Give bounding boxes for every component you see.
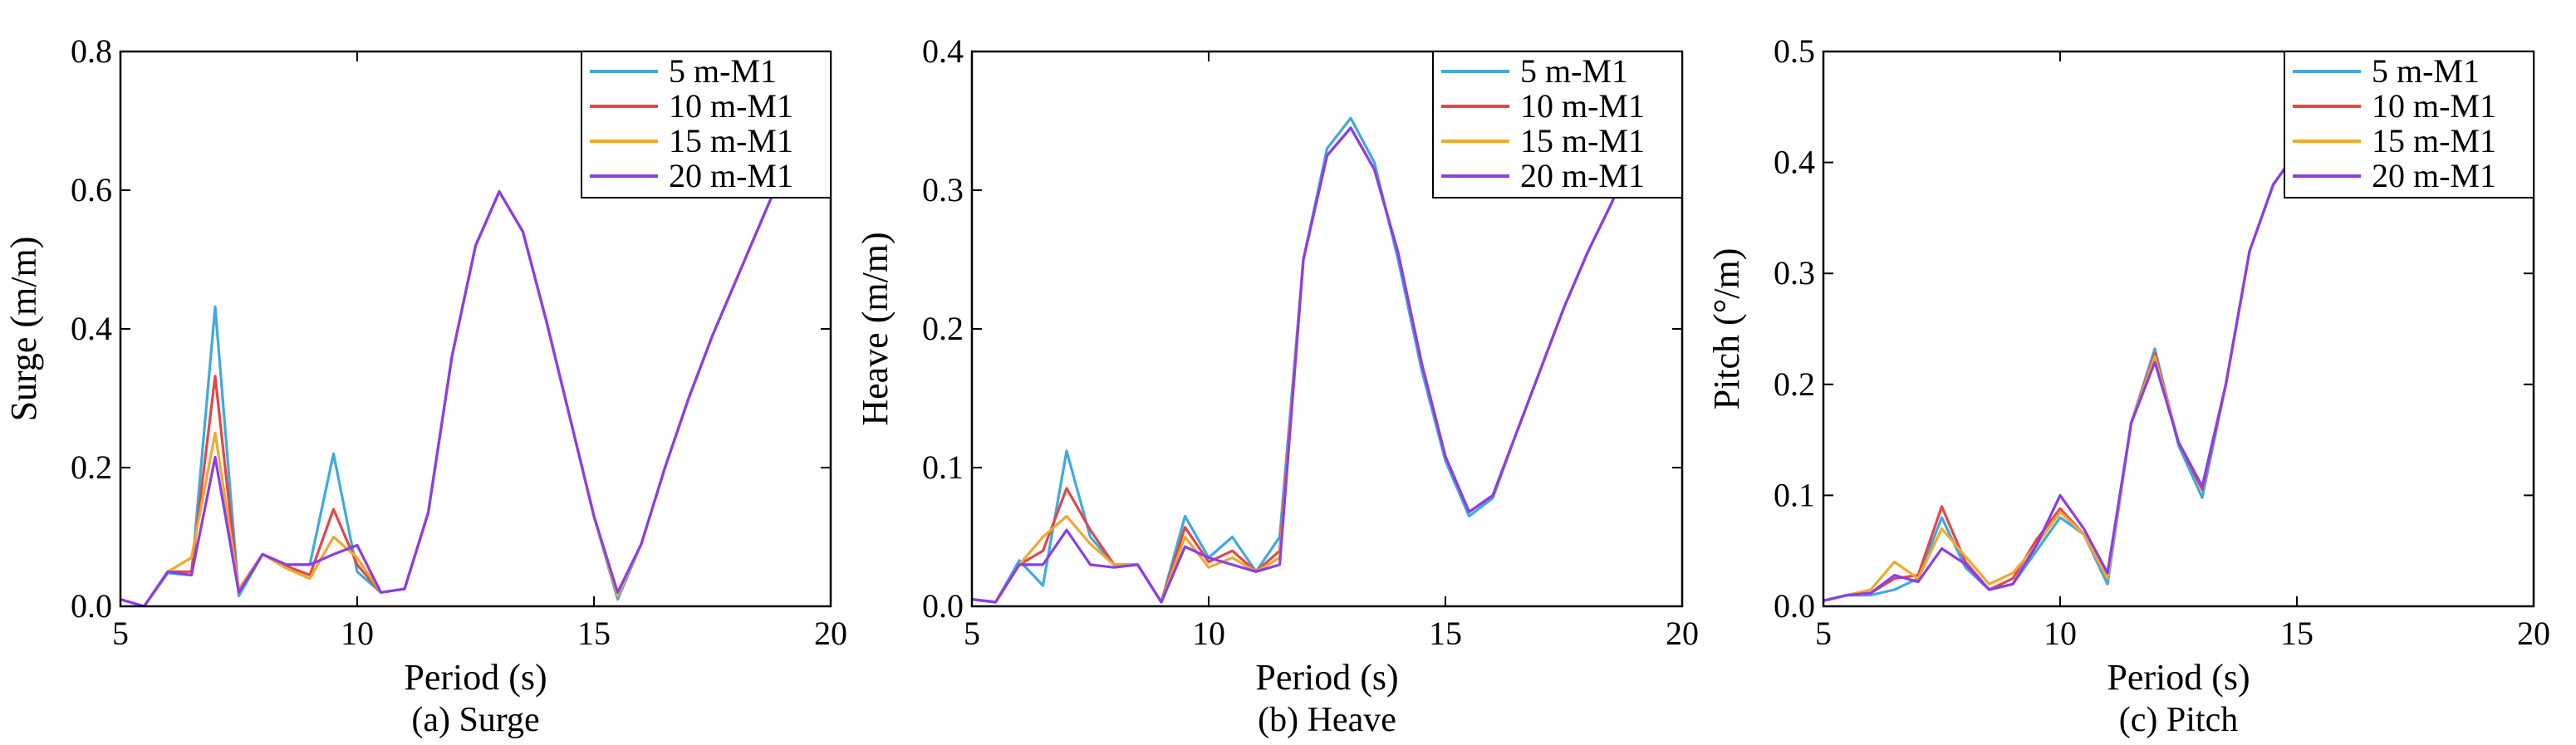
y-tick-label: 0.0: [922, 587, 964, 625]
legend-box: [1432, 51, 1683, 199]
legend-label-2: 10 m-M1: [1520, 87, 1645, 125]
x-tick-label: 10: [1192, 615, 1225, 652]
x-axis-label: Period (s): [2107, 657, 2250, 698]
y-tick-label: 0.5: [1774, 32, 1815, 70]
chart-panel-1: 0.0 0.2 0.4 0.6 0.8 5 10 15 20 Period (s) Surge (m…: [3, 32, 847, 739]
series-line-4: [120, 51, 831, 606]
x-tick-label: 10: [341, 615, 374, 652]
legend-label-4: 20 m-M1: [1520, 157, 1645, 194]
x-tick-label: 20: [814, 615, 847, 652]
legend-label-3: 15 m-M1: [2372, 122, 2496, 159]
panel-caption: (a) Surge: [411, 701, 539, 739]
legend-box: [581, 51, 832, 199]
y-tick-label: 0.2: [1774, 365, 1815, 403]
y-tick-label: 0.2: [922, 310, 964, 347]
y-tick-label: 0.6: [71, 171, 112, 208]
legend-label-1: 5 m-M1: [1520, 52, 1628, 90]
y-tick-label: 0.1: [922, 448, 964, 486]
legend-label-4: 20 m-M1: [2372, 157, 2496, 194]
y-tick-label: 0.4: [71, 310, 112, 347]
legend-label-2: 10 m-M1: [669, 87, 793, 125]
x-tick-label: 15: [577, 615, 611, 652]
legend-label-1: 5 m-M1: [2372, 52, 2480, 90]
x-tick-label: 5: [112, 615, 129, 652]
x-axis-label: Period (s): [1255, 657, 1398, 698]
panel-caption: (b) Heave: [1258, 701, 1396, 739]
y-tick-label: 0.2: [71, 448, 112, 486]
x-tick-label: 5: [964, 615, 980, 652]
y-tick-label: 0.4: [922, 32, 964, 70]
legend-label-3: 15 m-M1: [669, 122, 793, 159]
y-tick-label: 0.3: [1774, 254, 1815, 292]
legend-box: [2284, 51, 2534, 199]
legend-label-4: 20 m-M1: [669, 157, 793, 194]
x-tick-label: 15: [2280, 615, 2313, 652]
x-tick-label: 10: [2044, 615, 2077, 652]
x-axis-label: Period (s): [404, 657, 547, 698]
y-tick-label: 0.1: [1774, 476, 1815, 513]
y-tick-label: 0.8: [71, 32, 112, 70]
panel-caption: (c) Pitch: [2119, 701, 2238, 739]
plot-frame: [1822, 50, 2535, 608]
legend-label-2: 10 m-M1: [2372, 87, 2496, 125]
y-tick-label: 0.0: [71, 587, 112, 625]
legend-label-3: 15 m-M1: [1520, 122, 1645, 159]
legend-label-1: 5 m-M1: [669, 52, 777, 90]
x-tick-label: 5: [1815, 615, 1832, 652]
y-axis-label: Pitch (°/m): [1706, 248, 1747, 410]
series-line-4: [972, 51, 1682, 604]
x-tick-label: 20: [1666, 615, 1699, 652]
y-tick-label: 0.4: [1774, 144, 1815, 181]
chart-panel-2: 0.0 0.1 0.2 0.3 0.4 5 10 15 20 Period (s) Heave (m…: [855, 32, 1699, 739]
series-group: [120, 51, 831, 606]
y-tick-label: 0.3: [922, 171, 964, 208]
y-axis-label: Heave (m/m): [855, 232, 895, 425]
series-group: [972, 51, 1682, 604]
x-tick-label: 20: [2517, 615, 2550, 652]
x-tick-label: 15: [1429, 615, 1462, 652]
y-axis-label: Surge (m/m): [3, 237, 44, 422]
chart-panel-3: 0.0 0.1 0.2 0.3 0.4 0.5 5 10 15 20 Period (s) Pitch…: [1706, 32, 2550, 739]
y-tick-label: 0.0: [1774, 587, 1815, 625]
